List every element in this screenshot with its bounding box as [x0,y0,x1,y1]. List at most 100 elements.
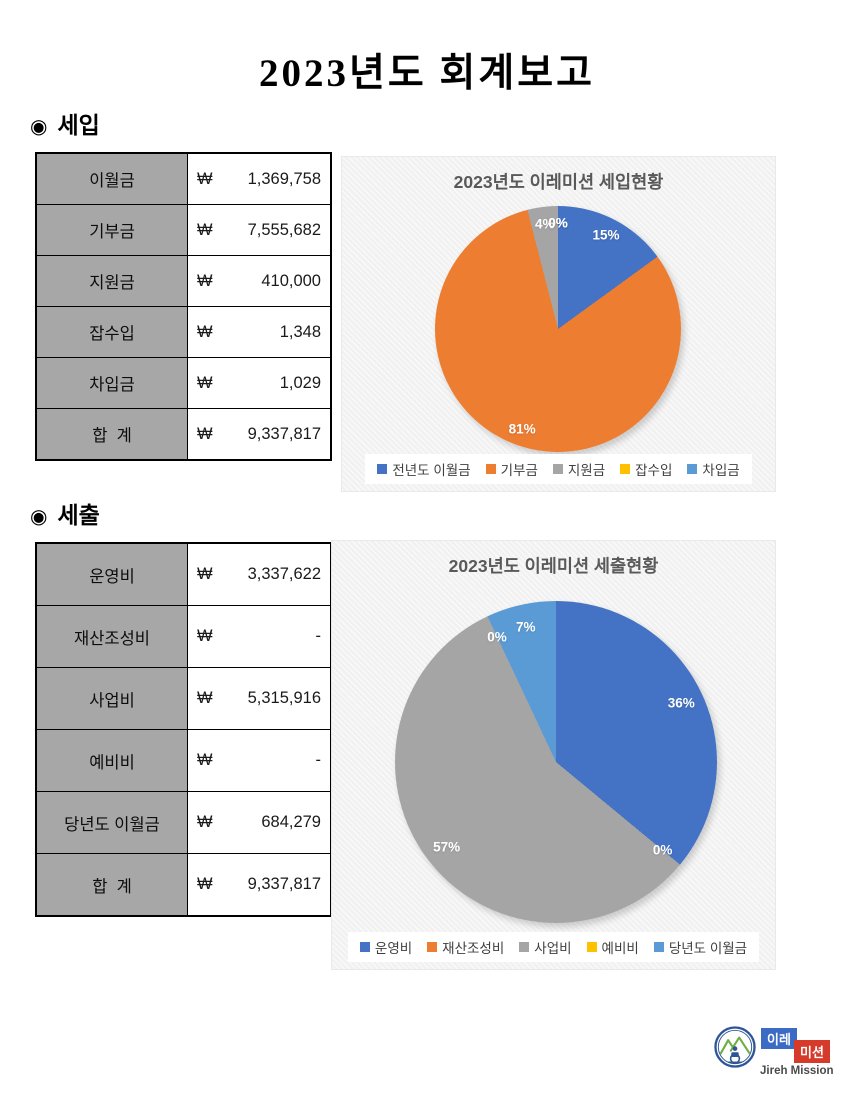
pie-percent-label: 15% [592,227,620,243]
currency-symbol: ₩ [197,627,213,645]
pie-percent-label: 7% [516,619,536,635]
pie-percent-label: 0% [652,842,673,858]
row-value-cell: ₩9,337,817 [187,408,332,461]
legend-label: 운영비 [374,941,413,956]
row-label: 기부금 [35,204,188,256]
currency-symbol: ₩ [197,373,213,392]
row-value: 9,337,817 [247,875,321,893]
revenue-table: 이월금 ₩1,369,758 기부금 ₩7,555,682 지원금 ₩410,0… [35,152,332,461]
legend-item: 기부금 [485,459,538,479]
legend-swatch-icon [485,464,496,474]
revenue-pie-chart: 2023년도 이레미션 세입현황 15% 81% 4% 0% 0% 전년도 이월금 기부금… [341,156,776,492]
table-row: 기부금 ₩7,555,682 [35,204,332,256]
row-value: 684,279 [261,813,321,831]
legend-swatch-icon [552,464,563,474]
pie-graphic: 36% 0% 57% 0% 7% [395,601,717,923]
currency-symbol: ₩ [197,751,213,769]
pie-percent-label: 36% [667,695,695,711]
legend-swatch-icon [653,942,664,952]
pie-percent-label: 57% [433,839,461,855]
table-row: 예비비 ₩ - [35,729,332,792]
row-value: 1,348 [279,322,321,341]
row-label: 운영비 [35,542,188,606]
table-row: 이월금 ₩1,369,758 [35,152,332,205]
row-value: 7,555,682 [247,220,321,239]
legend-swatch-icon [687,464,698,474]
legend-swatch-icon [377,464,388,474]
table-row: 당년도 이월금 ₩684,279 [35,791,332,854]
legend-label: 당년도 이월금 [668,941,748,956]
table-row-total: 합 계 ₩9,337,817 [35,853,332,917]
row-value-cell: ₩1,369,758 [187,152,332,205]
section-heading-expenditure: ◉ 세출 [30,496,100,530]
row-value-cell: ₩5,315,916 [187,667,332,730]
logo-korean-bottom-box: 미션 [794,1040,830,1063]
row-label: 합 계 [35,408,188,461]
pie-graphic: 15% 81% 4% 0% 0% [435,206,681,452]
row-value: - [315,627,322,645]
row-value: - [315,751,322,769]
currency-symbol: ₩ [197,689,213,707]
section-heading-revenue: ◉ 세입 [30,106,100,140]
legend-item: 잡수입 [620,459,672,479]
legend-item: 당년도 이월금 [653,937,748,957]
pie-percent-label: 4% [534,216,555,232]
row-value-cell: ₩684,279 [187,791,332,854]
row-value: 410,000 [261,271,321,290]
currency-symbol: ₩ [197,813,213,831]
currency-symbol: ₩ [197,220,213,239]
section-bullet-icon: ◉ [30,506,48,528]
legend-label: 사업비 [534,941,572,956]
legend-label: 차입금 [702,463,740,478]
row-value: 1,029 [279,373,321,392]
expenditure-pie-chart: 2023년도 이레미션 세출현황 36% 0% 57% 0% 7% 운영비 재산조성비 사업… [331,540,776,970]
row-label: 차입금 [35,357,188,409]
legend-label: 잡수입 [635,463,673,478]
row-label: 사업비 [35,667,188,730]
jireh-mission-emblem-icon [714,1026,756,1068]
table-row: 사업비 ₩5,315,916 [35,667,332,730]
logo-korean-top-box: 이레 [761,1028,797,1049]
row-value-cell: ₩9,337,817 [187,853,332,917]
legend-label: 기부금 [500,463,538,478]
pie-percent-label: 0% [487,629,507,645]
row-value-cell: ₩ - [187,729,332,792]
row-label: 지원금 [35,255,188,307]
chart-title: 2023년도 이레미션 세출현황 [448,556,659,576]
row-value-cell: ₩7,555,682 [187,204,332,256]
legend-swatch-icon [359,942,370,952]
legend-item: 사업비 [519,937,572,957]
table-row: 재산조성비 ₩ - [35,605,332,668]
currency-symbol: ₩ [197,271,213,290]
section-heading-label: 세출 [57,503,100,528]
row-value-cell: ₩ - [187,605,332,668]
pie-percent-label: 0% [548,215,568,231]
section-bullet-icon: ◉ [30,116,48,138]
table-row: 운영비 ₩3,337,622 [35,542,332,606]
jireh-mission-logo: 이레 미션 Jireh Mission [714,1024,850,1086]
row-value-cell: ₩1,348 [187,306,332,358]
pie-percent-label: 0% [548,215,568,231]
legend-item: 지원금 [552,459,606,479]
row-value: 1,369,758 [247,169,321,188]
legend-label: 예비비 [601,941,639,956]
row-label: 예비비 [35,729,188,792]
currency-symbol: ₩ [197,565,213,583]
legend-swatch-icon [519,942,530,952]
legend-swatch-icon [427,942,438,952]
chart-legend: 전년도 이월금 기부금 지원금 잡수입 차입금 [342,454,775,484]
expenditure-table: 운영비 ₩3,337,622 재산조성비 ₩ - 사업비 ₩5,315,916 예… [35,542,332,917]
row-value-cell: ₩1,029 [187,357,332,409]
table-row: 지원금 ₩410,000 [35,255,332,307]
chart-legend: 운영비 재산조성비 사업비 예비비 당년도 이월금 [332,932,775,962]
legend-item: 예비비 [586,937,639,957]
row-label: 이월금 [35,152,188,205]
legend-label: 지원금 [567,463,606,478]
legend-label: 재산조성비 [442,941,505,956]
row-value: 3,337,622 [247,565,321,583]
legend-label: 전년도 이월금 [392,463,471,478]
row-label: 재산조성비 [35,605,188,668]
legend-item: 차입금 [687,459,740,479]
row-label: 당년도 이월금 [35,791,188,854]
